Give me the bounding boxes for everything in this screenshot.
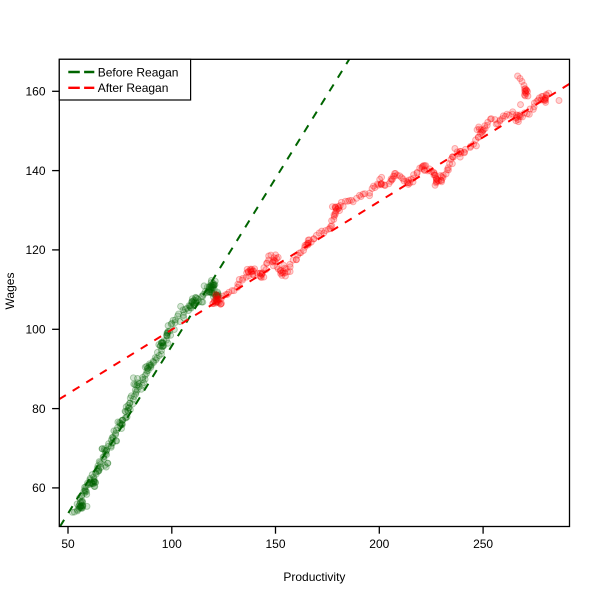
svg-text:150: 150: [265, 537, 285, 551]
svg-text:200: 200: [369, 537, 389, 551]
svg-text:100: 100: [162, 537, 182, 551]
svg-text:60: 60: [32, 481, 46, 495]
svg-text:250: 250: [473, 537, 493, 551]
svg-text:50: 50: [61, 537, 75, 551]
svg-text:Before Reagan: Before Reagan: [98, 65, 179, 79]
svg-text:100: 100: [25, 323, 45, 337]
svg-text:Wages: Wages: [3, 273, 17, 310]
svg-text:After Reagan: After Reagan: [98, 81, 169, 95]
svg-text:120: 120: [25, 243, 45, 257]
svg-text:160: 160: [25, 85, 45, 99]
svg-text:80: 80: [32, 402, 46, 416]
svg-text:Productivity: Productivity: [283, 570, 345, 584]
svg-text:140: 140: [25, 164, 45, 178]
